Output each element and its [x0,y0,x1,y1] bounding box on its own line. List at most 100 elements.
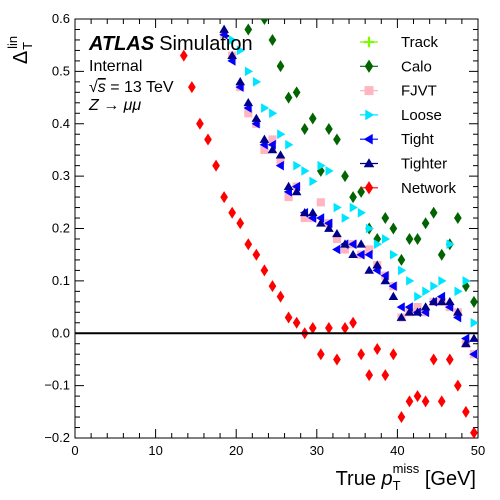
legend-label-track: Track [401,34,438,51]
x-axis-prefix: True [336,468,382,490]
data-point-tight [356,249,365,260]
data-point-calo [349,191,357,204]
data-point-tighter [235,77,246,86]
data-point-fjvt [316,198,325,207]
legend-label-calo: Calo [401,58,432,75]
data-point-network [437,395,446,408]
data-point-tighter [324,223,334,232]
legend-marker-tight [363,133,373,145]
data-point-loose [244,66,254,77]
data-point-network [462,405,470,418]
data-point-tighter [267,145,278,154]
data-point-tight [275,160,284,171]
y-axis-var: Δ [10,51,32,64]
x-axis-sup: miss [393,461,420,476]
data-point-loose [261,103,270,113]
data-point-loose [390,249,399,260]
energy-label: √s = 13 TeV [89,79,174,96]
data-point-fjvt [300,213,309,223]
data-point-calo [325,122,333,135]
data-point-network [308,322,317,335]
x-tick-label: 20 [229,443,243,458]
data-point-loose [325,166,334,176]
data-point-calo [341,170,349,183]
data-point-network [260,264,269,277]
data-point-network [228,206,237,219]
data-point-network [276,290,285,303]
data-point-loose [269,108,278,119]
legend-marker-tighter [363,158,375,168]
data-point-calo [244,23,253,36]
data-point-tighter [307,207,318,217]
data-point-tight [469,349,478,359]
data-point-loose [462,276,471,286]
data-point-fjvt [413,302,422,312]
data-point-network [179,49,188,62]
x-tick-label: 40 [390,443,404,458]
data-point-network [325,322,333,335]
y-axis-title: ΔTlin [5,36,35,64]
data-point-loose [341,213,350,223]
y-tick-label: 0.2 [52,221,70,236]
data-point-tight [332,244,341,255]
data-point-calo [381,212,390,225]
legend-marker-calo [364,59,374,73]
y-tick-label: −0.1 [44,378,70,393]
data-point-tight [291,181,301,192]
data-point-loose [236,45,246,56]
data-point-fjvt [365,245,374,254]
data-point-network [429,353,438,366]
data-point-tighter [444,297,455,306]
data-point-calo [454,212,462,225]
data-point-tighter [348,249,358,259]
data-point-tighter [469,333,478,342]
data-point-tight [461,333,470,344]
data-point-loose [438,276,447,286]
data-point-loose [349,202,358,213]
data-point-loose [430,281,439,291]
simulation-text: Simulation [159,33,252,55]
data-point-calo [429,206,438,219]
data-point-tighter [388,291,399,300]
y-tick-label: −0.2 [44,430,70,445]
data-point-network [220,191,228,204]
data-point-calo [300,122,309,135]
data-point-loose [277,129,286,140]
data-point-tighter [380,276,391,285]
data-point-network [389,348,398,361]
data-point-network [268,280,277,293]
data-point-calo [389,222,398,235]
data-point-tighter [420,302,431,311]
data-point-loose [373,239,383,250]
data-point-fjvt [260,145,269,155]
data-point-calo [292,86,301,99]
data-point-tighter [332,228,342,238]
legend-marker-track [363,36,375,48]
x-tick-label: 10 [148,443,162,458]
x-tick-label: 0 [71,443,78,458]
data-point-calo [308,112,317,125]
data-point-tighter [316,218,326,227]
data-point-network [212,159,220,172]
legend-marker-loose [365,109,375,121]
data-point-loose [309,176,318,187]
data-point-network [470,426,478,438]
legend-label-tighter: Tighter [401,156,447,173]
y-axis-sup: lin [5,36,20,49]
data-point-tighter [461,338,471,348]
data-point-network [333,353,341,366]
data-point-network [373,342,382,355]
data-point-calo [333,133,341,146]
data-points [179,19,478,438]
data-point-loose [228,35,237,45]
data-point-tighter [340,239,350,248]
data-point-calo [397,253,406,266]
data-point-calo [462,280,470,293]
data-point-fjvt [276,156,285,165]
data-point-network [244,238,253,251]
x-axis-var: p [381,468,393,490]
data-point-calo [470,295,478,308]
data-point-tighter [243,98,254,107]
y-tick-label: 0.6 [52,11,70,26]
